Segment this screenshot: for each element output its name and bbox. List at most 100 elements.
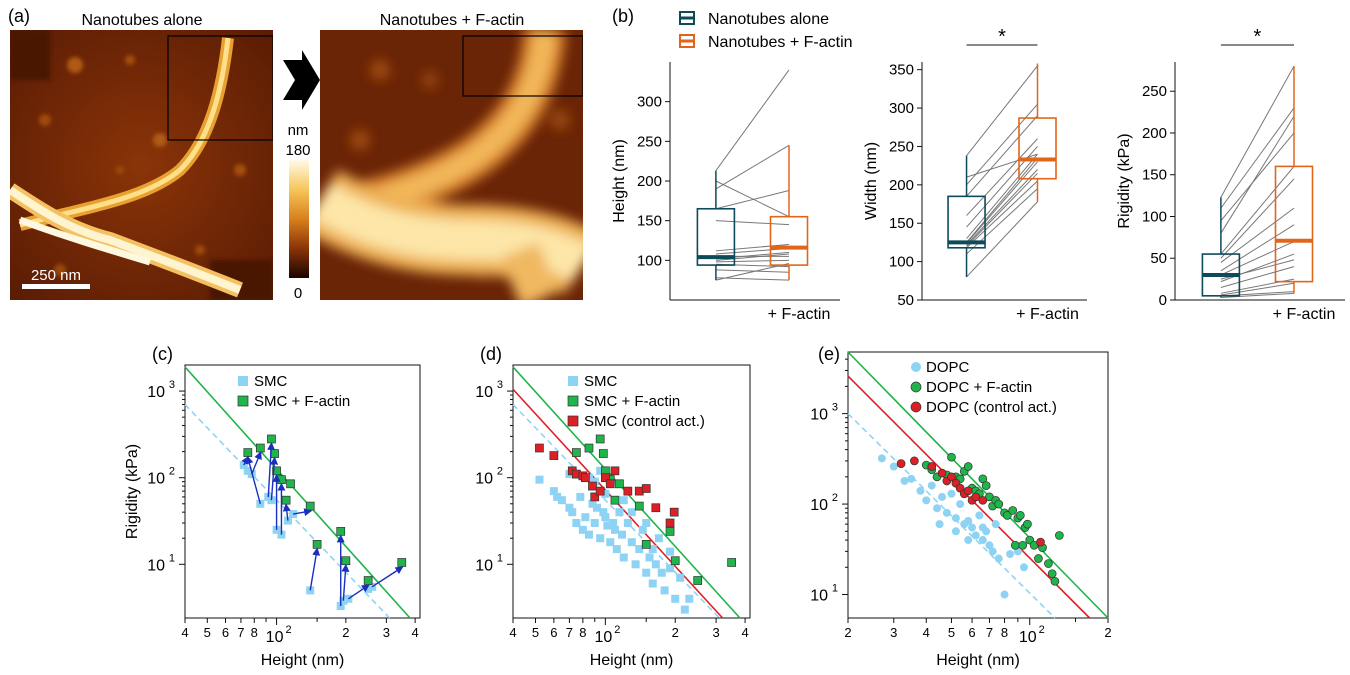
y-tick-exp: 3 — [832, 402, 838, 414]
y-tick-exp: 2 — [169, 466, 175, 478]
data-point — [596, 534, 605, 543]
data-point — [601, 513, 610, 522]
legend-label: SMC (control act.) — [584, 413, 705, 430]
data-point — [549, 451, 559, 460]
arrow — [251, 451, 262, 475]
colorbar-unit: nm — [288, 122, 309, 139]
data-point — [676, 573, 685, 582]
x-tick-label: 3 — [712, 625, 719, 640]
data-point — [609, 518, 618, 527]
data-point — [610, 495, 620, 505]
data-point — [657, 568, 666, 577]
data-point — [994, 554, 1003, 563]
data-point — [397, 558, 407, 567]
data-point — [922, 496, 931, 505]
data-point — [623, 486, 633, 496]
data-point — [994, 499, 1004, 509]
pair-line — [966, 103, 1038, 186]
x-tick-label: 6 — [222, 625, 229, 640]
pair-line — [966, 180, 1038, 249]
data-point — [588, 481, 597, 491]
panel-label-c: (c) — [152, 344, 173, 364]
x-tick-label: 7 — [986, 625, 993, 640]
data-point — [947, 452, 956, 462]
x-tick-label: 3 — [383, 625, 390, 640]
y-tick-label: 10 — [810, 497, 828, 514]
data-point — [312, 540, 322, 549]
data-point — [1019, 563, 1028, 572]
data-point — [606, 538, 615, 547]
y-axis-label: Rigidity (kPa) — [124, 444, 141, 539]
data-point — [963, 462, 973, 471]
pair-line — [715, 220, 790, 226]
data-point — [648, 545, 657, 554]
x-axis-label: Height (nm) — [590, 652, 674, 669]
data-point — [685, 594, 694, 603]
pair-line — [715, 269, 790, 273]
data-point — [267, 434, 276, 444]
data-point — [963, 486, 973, 496]
arrow — [347, 584, 370, 600]
data-point — [988, 547, 997, 556]
y-tick-label: 200 — [889, 177, 914, 194]
pair-line — [1220, 253, 1295, 283]
pair-line — [966, 161, 1038, 244]
legend-marker — [911, 362, 921, 372]
data-point — [938, 492, 947, 501]
y-tick-exp: 2 — [497, 466, 503, 478]
x-axis-label: + F-actin — [1016, 306, 1079, 323]
pair-line — [1220, 292, 1295, 298]
data-point — [978, 474, 988, 484]
data-point — [610, 525, 619, 534]
data-point — [951, 527, 960, 536]
data-point — [638, 525, 647, 534]
legend-label: DOPC + F-actin — [926, 379, 1032, 396]
arrow — [371, 566, 404, 588]
data-point — [642, 518, 651, 527]
x-tick-major-exp: 2 — [286, 624, 292, 636]
data-point — [654, 534, 663, 543]
box-alone — [696, 207, 736, 266]
data-point — [693, 576, 703, 585]
data-point — [927, 462, 937, 471]
data-point — [592, 503, 601, 512]
y-tick-exp: 1 — [832, 583, 838, 595]
y-axis-label: Height (nm) — [611, 139, 628, 223]
data-point — [635, 545, 644, 554]
data-point — [598, 449, 608, 458]
data-point — [964, 516, 973, 525]
data-point — [281, 495, 291, 505]
data-point — [968, 523, 977, 532]
legend-b-factin: Nanotubes + F-actin — [708, 34, 853, 51]
colorbar-min: 0 — [294, 285, 302, 302]
data-point — [669, 507, 679, 517]
pair-line — [715, 180, 790, 218]
data-point — [581, 513, 590, 522]
data-point — [641, 484, 651, 493]
pair-line — [966, 138, 1038, 216]
data-point — [363, 576, 373, 585]
data-point — [981, 481, 991, 490]
data-point — [568, 508, 577, 517]
legend-marker — [567, 395, 579, 407]
y-tick-label: 300 — [637, 94, 662, 111]
legend-marker — [237, 395, 249, 407]
y-tick-label: 10 — [147, 471, 165, 488]
data-point — [341, 556, 351, 566]
arrow — [309, 547, 321, 591]
data-point — [634, 501, 644, 511]
x-axis-label: Height (nm) — [261, 652, 345, 669]
x-tick-label: 7 — [237, 625, 244, 640]
y-tick-exp: 1 — [169, 552, 175, 564]
y-axis-label: Width (nm) — [863, 142, 880, 220]
arrow — [292, 508, 313, 517]
data-point — [651, 503, 661, 513]
x-tick-label: 5 — [948, 625, 955, 640]
x-tick-label: 4 — [741, 625, 748, 640]
legend-label: SMC — [254, 373, 288, 390]
pair-line — [715, 253, 790, 261]
afm-image-factin — [320, 30, 583, 300]
data-point — [243, 448, 253, 457]
